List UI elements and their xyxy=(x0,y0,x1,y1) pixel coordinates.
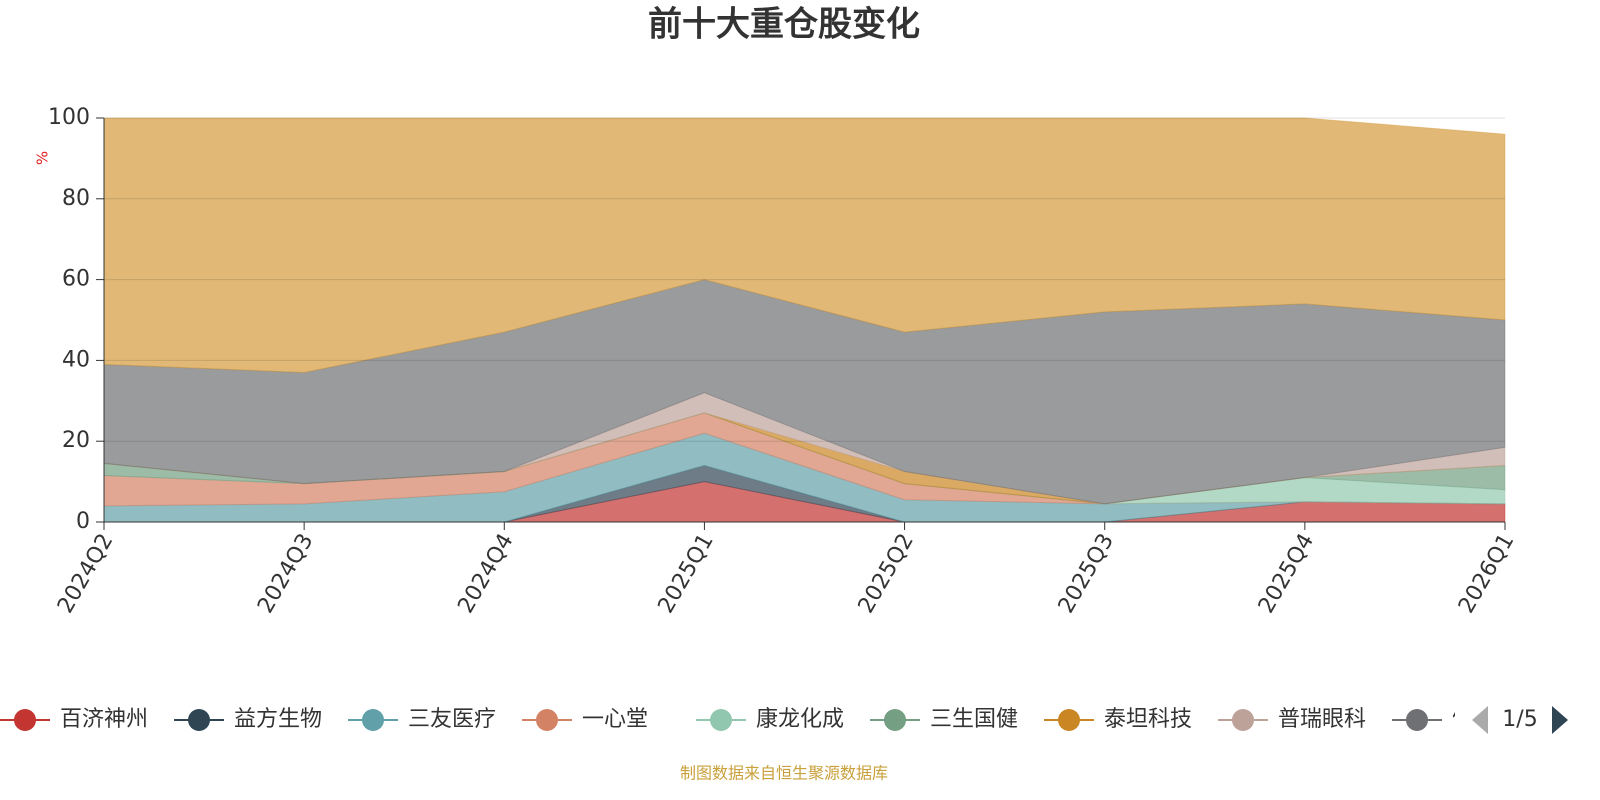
legend-marker xyxy=(1232,709,1254,731)
x-tick-label: 2024Q2 xyxy=(53,530,118,618)
x-tick-label: 2024Q3 xyxy=(253,530,318,618)
legend-label: 普瑞眼科 xyxy=(1278,707,1366,732)
y-tick-label: 80 xyxy=(62,186,90,211)
x-tick-label: 2025Q4 xyxy=(1254,530,1319,618)
y-tick-label: 40 xyxy=(62,347,90,372)
y-tick-label: 100 xyxy=(48,105,90,130)
area xyxy=(103,412,1506,505)
y-tick-label: 60 xyxy=(62,267,90,292)
legend-label: 三生国健 xyxy=(930,707,1018,732)
chart-title: 前十大重仓股变化 xyxy=(648,5,920,45)
legend-item[interactable]: 三生国健 xyxy=(870,707,1018,732)
x-tick-label: 2025Q3 xyxy=(1054,530,1119,618)
legend-marker xyxy=(188,709,210,731)
legend-marker xyxy=(1406,709,1428,731)
x-tick-label: 2025Q2 xyxy=(854,530,919,618)
legend-item[interactable]: 普瑞眼科 xyxy=(1218,707,1366,732)
x-tick-label: 2024Q4 xyxy=(453,530,518,618)
legend-item[interactable]: 三友医疗 xyxy=(348,707,496,732)
legend-marker xyxy=(884,709,906,731)
area xyxy=(103,392,1506,505)
legend-marker xyxy=(536,709,558,731)
y-axis-label: % xyxy=(34,151,52,165)
area xyxy=(103,412,1506,505)
legend-label: 一心堂 xyxy=(582,707,648,732)
legend-item[interactable]: 康龙化成 xyxy=(696,707,844,732)
area xyxy=(103,279,1506,505)
legend-item[interactable]: 一心堂 xyxy=(522,707,648,732)
legend-label: 益方生物 xyxy=(234,707,322,732)
legend-marker xyxy=(1058,709,1080,731)
legend-label: 健 xyxy=(1452,707,1474,732)
legend-marker xyxy=(362,709,384,731)
y-tick-label: 20 xyxy=(62,428,90,453)
legend-page: 1/5 xyxy=(1502,707,1537,732)
legend-marker xyxy=(710,709,732,731)
legend-prev[interactable] xyxy=(1472,706,1488,734)
x-tick-label: 2025Q1 xyxy=(654,530,719,618)
legend-label: 三友医疗 xyxy=(408,707,496,732)
legend-marker xyxy=(14,709,36,731)
source-note: 制图数据来自恒生聚源数据库 xyxy=(680,764,888,783)
x-tick-label: 2026Q1 xyxy=(1454,530,1519,618)
y-tick-label: 0 xyxy=(76,509,90,534)
legend-item[interactable]: 健 xyxy=(1392,707,1474,732)
legend-item[interactable]: 益方生物 xyxy=(174,707,322,732)
legend-label: 百济神州 xyxy=(60,707,148,732)
area xyxy=(103,117,1506,374)
legend-item[interactable]: 百济神州 xyxy=(0,707,148,732)
legend-next[interactable] xyxy=(1552,706,1568,734)
legend-label: 泰坦科技 xyxy=(1104,707,1192,732)
legend-label: 康龙化成 xyxy=(756,707,844,732)
legend-item[interactable]: 泰坦科技 xyxy=(1044,707,1192,732)
